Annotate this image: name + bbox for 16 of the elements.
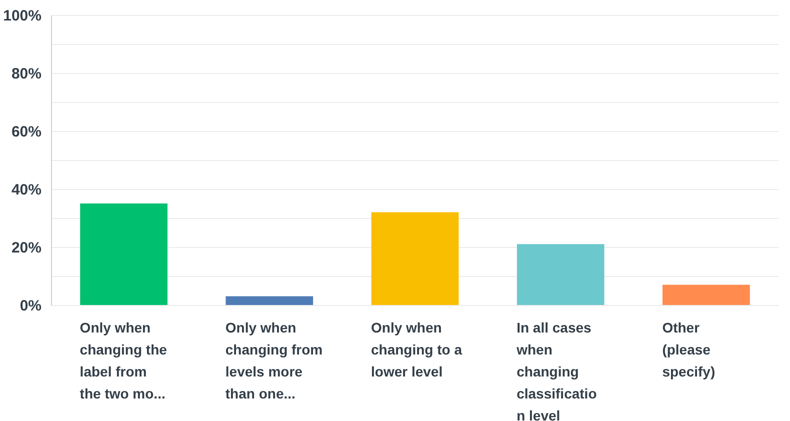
y-tick-label: 60% — [11, 124, 42, 140]
bar — [80, 204, 168, 305]
y-tick-label: 100% — [3, 8, 42, 24]
y-tick-label: 0% — [20, 298, 42, 314]
y-tick-label: 40% — [11, 182, 42, 198]
x-tick-label: Only when changing the label from the two mo... — [80, 320, 168, 402]
y-tick-label: 20% — [11, 240, 42, 256]
bar — [371, 212, 459, 305]
bar — [662, 284, 750, 305]
x-tick-label: Only when changing from levels more than one... — [225, 320, 323, 402]
x-tick-label: Other (please specify) — [662, 320, 716, 380]
x-tick-label: Only when changing to a lower level — [371, 320, 462, 380]
x-tick-label: In all cases when changing classificatio n level — [516, 320, 597, 421]
bar — [516, 244, 604, 305]
bar — [226, 296, 314, 305]
y-tick-label: 80% — [11, 66, 42, 82]
